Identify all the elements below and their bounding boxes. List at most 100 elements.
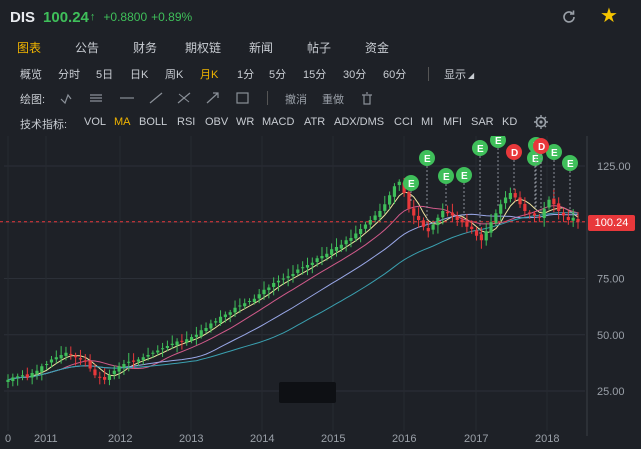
tab-options-chain[interactable]: 期权链 [184, 41, 221, 55]
undo-button[interactable]: 撤消 [285, 94, 307, 106]
candle-body [330, 249, 334, 255]
indicator-atr[interactable]: ATR [304, 116, 326, 128]
x-tick-label: 2012 [108, 433, 132, 445]
star-icon[interactable]: ★ [600, 5, 618, 27]
tab-capital[interactable]: 资金 [364, 41, 389, 55]
period-5min[interactable]: 5分 [269, 69, 287, 81]
ma-line [7, 213, 579, 381]
redo-button[interactable]: 重做 [322, 94, 344, 106]
candle-body [383, 204, 387, 211]
tab-financials[interactable]: 财务 [132, 41, 157, 55]
channel-tool-icon[interactable] [90, 94, 102, 102]
arrow-line-icon[interactable] [206, 92, 219, 104]
candle-body [141, 357, 145, 360]
tab-announcements[interactable]: 公告 [74, 41, 99, 55]
candle-body [189, 337, 194, 341]
candle-body [392, 186, 397, 197]
candle-body [388, 195, 392, 205]
indicator-vol[interactable]: VOL [84, 116, 107, 128]
indicator-kd[interactable]: KD [502, 116, 518, 128]
price-change: +0.8800 [103, 10, 148, 24]
candle-body [131, 360, 136, 362]
ticker-symbol: DIS [10, 8, 36, 26]
earnings-marker[interactable] [419, 150, 435, 166]
tab-posts[interactable]: 帖子 [306, 41, 331, 55]
candle-body [421, 220, 426, 227]
candle-body [363, 224, 368, 229]
period-30min[interactable]: 30分 [343, 69, 367, 81]
candle-body [112, 370, 116, 375]
period-5day[interactable]: 5日 [96, 69, 114, 81]
tab-news[interactable]: 新闻 [248, 41, 273, 55]
earnings-marker[interactable] [546, 144, 562, 160]
indicator-ma[interactable]: MA [114, 116, 131, 128]
dividend-marker-label: D [511, 148, 518, 159]
period-intraday[interactable]: 分时 [58, 69, 80, 81]
event-markers: EEEEEEEEEEDD [403, 136, 578, 235]
earnings-marker[interactable] [438, 168, 454, 184]
x-tick-label: 2018 [535, 433, 559, 445]
candle-body [532, 213, 537, 216]
x-tick-label: 2013 [179, 433, 203, 445]
display-button[interactable]: 显示 ◢ [444, 66, 474, 82]
candle-body [156, 350, 160, 353]
period-daily[interactable]: 日K [130, 69, 149, 81]
polyline-tool-icon[interactable] [60, 93, 72, 105]
candle-body [233, 307, 237, 313]
period-1min[interactable]: 1分 [237, 69, 255, 81]
rectangle-tool-icon[interactable] [236, 92, 249, 104]
candle-body [508, 193, 512, 200]
refresh-icon[interactable] [560, 8, 578, 26]
indicator-macd[interactable]: MACD [262, 116, 295, 128]
redacted-box [279, 382, 336, 403]
candle-body [228, 312, 232, 315]
period-weekly[interactable]: 周K [165, 69, 184, 81]
price-chart[interactable]: EEEEEEEEEEDD 125.00100.0075.0050.0025.00… [0, 136, 641, 449]
candle-body [301, 267, 305, 269]
candle-body [199, 330, 203, 336]
indicator-boll[interactable]: BOLL [139, 116, 168, 128]
candle-body [465, 221, 469, 227]
candle-body [402, 182, 406, 193]
trend-line-icon[interactable] [149, 92, 163, 104]
candle-body [513, 193, 517, 198]
candle-body [286, 276, 290, 278]
indicator-obv[interactable]: OBV [205, 116, 229, 128]
candle-body [175, 341, 179, 346]
indicator-mi[interactable]: MI [421, 116, 434, 128]
earnings-marker[interactable] [403, 175, 419, 191]
candle-body [117, 366, 121, 372]
indicator-cci[interactable]: CCI [394, 116, 413, 128]
earnings-marker[interactable] [527, 150, 543, 166]
candle-body [547, 199, 551, 208]
dividend-marker[interactable] [533, 138, 549, 154]
earnings-marker[interactable] [456, 167, 472, 183]
earnings-marker[interactable] [562, 155, 578, 171]
candle-body [378, 211, 382, 217]
earnings-marker[interactable] [490, 136, 506, 148]
y-tick-label: 25.00 [597, 386, 625, 398]
indicator-sar[interactable]: SAR [471, 116, 494, 128]
earnings-marker[interactable] [472, 140, 488, 156]
trash-icon[interactable] [362, 92, 372, 105]
gear-icon[interactable] [533, 114, 549, 130]
corner-triangle-icon: ◢ [468, 71, 475, 80]
candle-body [247, 301, 252, 302]
indicator-mfi[interactable]: MFI [443, 116, 462, 128]
ma-line [7, 205, 579, 381]
period-15min[interactable]: 15分 [303, 69, 327, 81]
indicator-rsi[interactable]: RSI [177, 116, 196, 128]
period-60min[interactable]: 60分 [383, 69, 407, 81]
indicator-wr[interactable]: WR [236, 116, 255, 128]
period-monthly[interactable]: 月K [200, 69, 219, 81]
candle-body [566, 216, 570, 220]
tab-chart[interactable]: 图表 [16, 41, 41, 55]
period-overview[interactable]: 概览 [20, 69, 42, 81]
drawing-label: 绘图: [20, 94, 46, 106]
ray-line-icon[interactable] [177, 92, 191, 104]
dividend-marker[interactable] [506, 144, 522, 160]
candle-body [45, 364, 49, 365]
divider [267, 91, 268, 105]
indicator-adx-dms[interactable]: ADX/DMS [334, 116, 385, 128]
candle-body [470, 226, 474, 229]
